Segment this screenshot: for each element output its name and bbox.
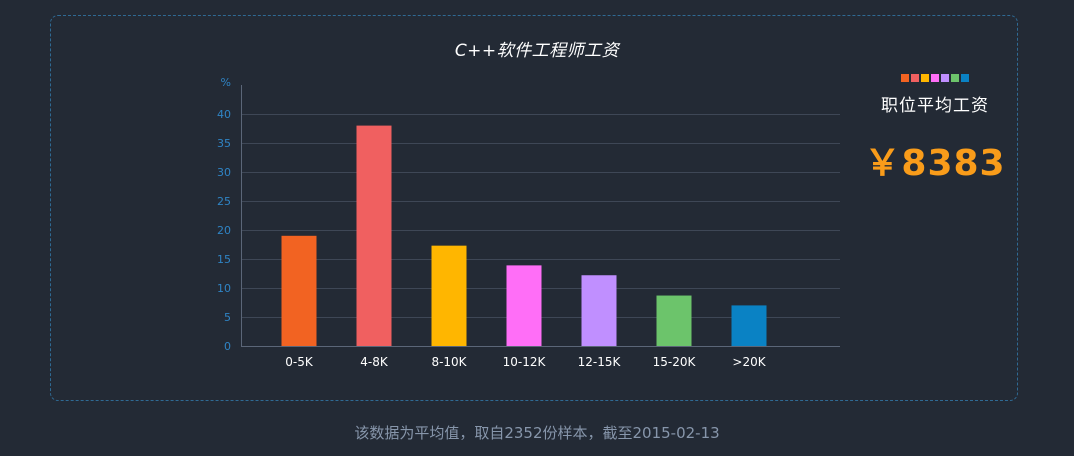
x-tick-label: 4-8K [360, 355, 389, 369]
y-tick-label: 40 [217, 108, 231, 121]
bar-12-15K [581, 275, 617, 346]
x-tick-label: 12-15K [578, 355, 622, 369]
y-tick-label: 30 [217, 166, 231, 179]
y-tick-label: 15 [217, 253, 231, 266]
y-tick-label: 25 [217, 195, 231, 208]
color-swatch [921, 74, 929, 82]
bar-8-10K [431, 245, 467, 346]
x-tick-label: >20K [732, 355, 766, 369]
bar-0-5K [281, 235, 317, 346]
data-source-footnote: 该数据为平均值，取自2352份样本，截至2015-02-13 [354, 424, 720, 442]
y-tick-label: 10 [217, 282, 231, 295]
x-tick-label: 0-5K [285, 355, 314, 369]
y-tick-label: 35 [217, 137, 231, 150]
y-tick-label: 5 [224, 311, 231, 324]
color-swatch [951, 74, 959, 82]
x-tick-label: 10-12K [503, 355, 547, 369]
y-tick-label: 0 [224, 340, 231, 353]
bar-15-20K [656, 295, 692, 346]
color-swatches [860, 74, 1010, 82]
color-swatch [931, 74, 939, 82]
color-swatch [911, 74, 919, 82]
color-swatch [901, 74, 909, 82]
average-salary-label: 职位平均工资 [881, 96, 989, 116]
y-tick-label: 20 [217, 224, 231, 237]
color-swatch [961, 74, 969, 82]
x-tick-label: 15-20K [653, 355, 697, 369]
chart-title: C++软件工程师工资 [454, 41, 620, 61]
bar->20K [731, 305, 767, 346]
color-swatch [941, 74, 949, 82]
average-salary-panel: 职位平均工资 ￥8383 [860, 74, 1010, 186]
bar-10-12K [506, 265, 542, 346]
average-salary-value: ￥8383 [864, 143, 1006, 184]
bar-4-8K [356, 125, 392, 346]
chart-panel [50, 15, 1018, 401]
y-axis-unit: % [221, 76, 231, 89]
x-tick-label: 8-10K [431, 355, 467, 369]
